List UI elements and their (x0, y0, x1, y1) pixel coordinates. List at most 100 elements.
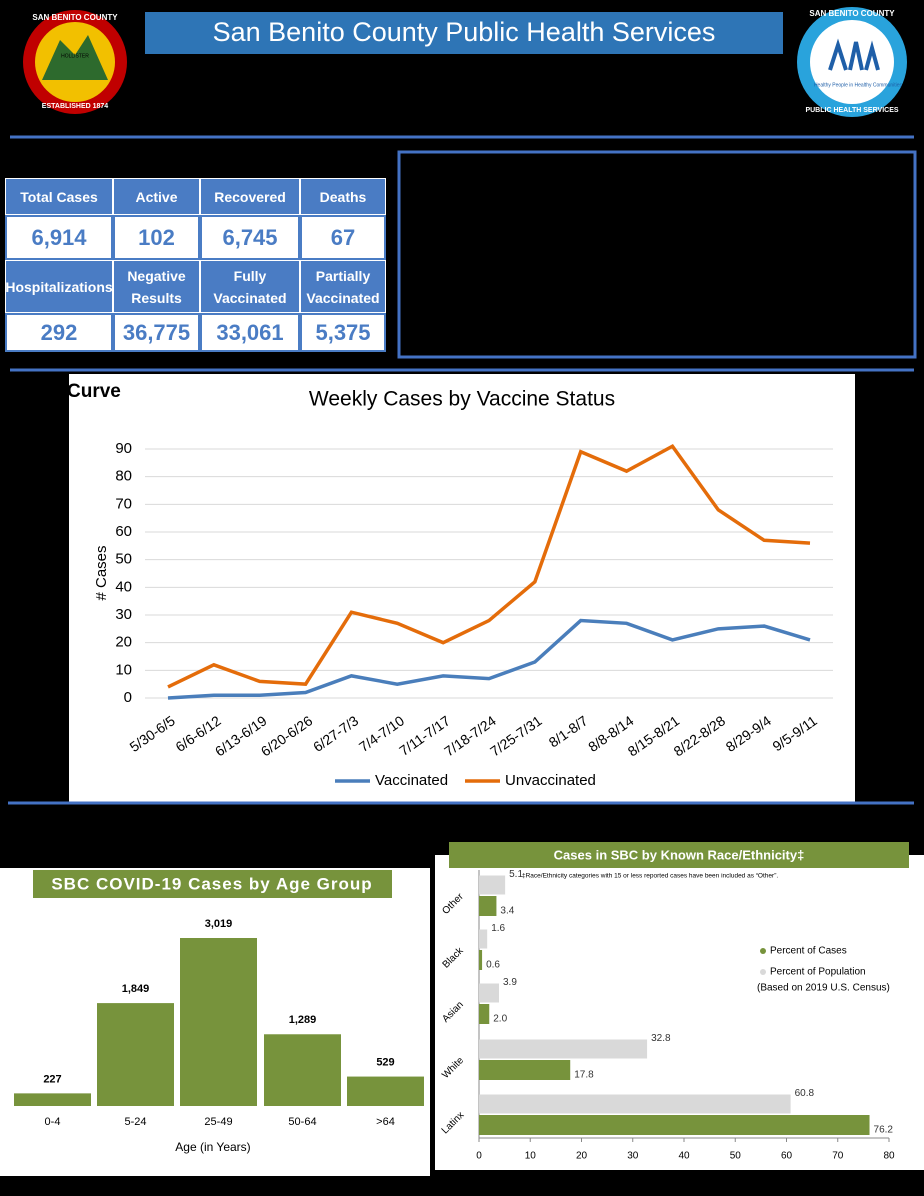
bar (479, 1094, 791, 1114)
y-tick-label: 80 (115, 468, 132, 485)
page-title: San Benito County Public Health Services (213, 17, 716, 47)
bar (479, 896, 497, 916)
stat-value: 6,745 (200, 215, 300, 260)
line (167, 443, 811, 689)
legend-label: Unvaccinated (505, 772, 596, 789)
y-tick-label: 0 (124, 689, 132, 706)
x-tick-label: 0 (476, 1151, 482, 1162)
y-tick-label: 20 (115, 634, 132, 651)
y-tick-label: 40 (115, 578, 132, 595)
value-label: 60.8 (795, 1088, 815, 1099)
logo-hills (42, 35, 108, 80)
value-label: 5.1 (509, 869, 523, 880)
x-tick-label: 10 (525, 1151, 537, 1162)
stat-value: 5,375 (300, 313, 386, 352)
x-tick-label: >64 (376, 1116, 395, 1128)
stat-label: Active (113, 178, 200, 215)
x-tick-label: 25-49 (204, 1116, 232, 1128)
chart-title: SBC COVID-19 Cases by Age Group (51, 874, 372, 893)
y-axis-label: # Cases (93, 545, 110, 600)
title-bar (449, 842, 909, 868)
x-tick-label: 30 (627, 1151, 639, 1162)
x-tick-label: 50 (730, 1151, 742, 1162)
stat-label: Total Cases (5, 178, 113, 215)
legend-label: Percent of Population (770, 967, 866, 978)
bar (479, 983, 499, 1003)
value-label: 17.8 (574, 1070, 594, 1081)
bar (479, 1060, 571, 1080)
line (167, 618, 811, 700)
logo-figures (828, 38, 880, 71)
legend-label: Vaccinated (375, 772, 448, 789)
title-bar (33, 870, 392, 898)
logo-text: SAN BENITO COUNTY (809, 9, 895, 18)
bar (347, 1076, 424, 1106)
stat-value: 6,914 (5, 215, 113, 260)
y-tick-label: 30 (115, 606, 132, 623)
x-tick-label: 0-4 (45, 1116, 61, 1128)
bar (479, 950, 483, 970)
value-label: 32.8 (651, 1033, 671, 1044)
logo-text: PUBLIC HEALTH SERVICES (805, 107, 898, 114)
stat-value: 67 (300, 215, 386, 260)
stat-value: 292 (5, 313, 113, 352)
value-label: 3.4 (500, 906, 514, 917)
bar (479, 1004, 490, 1024)
stat-label: Hospitalizations (5, 260, 113, 313)
y-tick-label: 50 (115, 551, 132, 568)
y-tick-label: 70 (115, 495, 132, 512)
stat-value: 36,775 (113, 313, 200, 352)
stat-value: 33,061 (200, 313, 300, 352)
value-label: 76.2 (874, 1125, 894, 1136)
x-tick-label: 20 (576, 1151, 588, 1162)
legend-swatch (760, 969, 766, 975)
value-label: 1,289 (289, 1014, 317, 1026)
value-label: 0.6 (486, 960, 500, 971)
bar (264, 1034, 341, 1106)
x-tick-label: 40 (678, 1151, 690, 1162)
bar (479, 875, 506, 895)
chart-title: Cases in SBC by Known Race/Ethnicity‡ (554, 847, 805, 862)
stat-value: 102 (113, 215, 200, 260)
value-label: 3,019 (205, 918, 233, 930)
x-tick-label: 70 (832, 1151, 844, 1162)
logo-text: ESTABLISHED 1874 (42, 103, 108, 110)
bar (479, 1115, 870, 1135)
bar (180, 938, 257, 1106)
bar (97, 1003, 174, 1106)
legend-note: (Based on 2019 U.S. Census) (757, 983, 890, 994)
legend-swatch (760, 948, 766, 954)
line-chart-bg (69, 374, 855, 802)
logo-text: HOLLISTER (61, 53, 89, 59)
info-box (397, 150, 917, 359)
stat-label: Negative Results (113, 260, 200, 313)
footnote: ‡Race/Ethnicity categories with 15 or le… (522, 873, 778, 880)
logo-text: Healthy People in Healthy Communities (814, 82, 903, 88)
logo-text: SAN BENITO COUNTY (32, 13, 118, 22)
bar (14, 1093, 91, 1106)
value-label: 227 (43, 1073, 61, 1085)
x-tick-label: 50-64 (288, 1116, 316, 1128)
x-tick-label: 60 (781, 1151, 793, 1162)
bar (479, 929, 488, 949)
bar (479, 1039, 648, 1059)
x-tick-label: 80 (883, 1151, 895, 1162)
legend-label: Percent of Cases (770, 946, 847, 957)
value-label: 529 (376, 1056, 394, 1068)
chart-title: Weekly Cases by Vaccine Status (309, 388, 615, 411)
stat-label: Deaths (300, 178, 386, 215)
stat-label: Fully Vaccinated (200, 260, 300, 313)
value-label: 1,849 (122, 983, 150, 995)
title-bar (145, 12, 783, 54)
y-tick-label: 60 (115, 523, 132, 540)
y-tick-label: 90 (115, 440, 132, 457)
stat-label: Partially Vaccinated (300, 260, 386, 313)
value-label: 3.9 (503, 977, 517, 988)
value-label: 1.6 (491, 923, 505, 934)
stat-label: Recovered (200, 178, 300, 215)
y-tick-label: 10 (115, 661, 132, 678)
value-label: 2.0 (493, 1014, 507, 1025)
section-label: Curve (67, 381, 121, 402)
